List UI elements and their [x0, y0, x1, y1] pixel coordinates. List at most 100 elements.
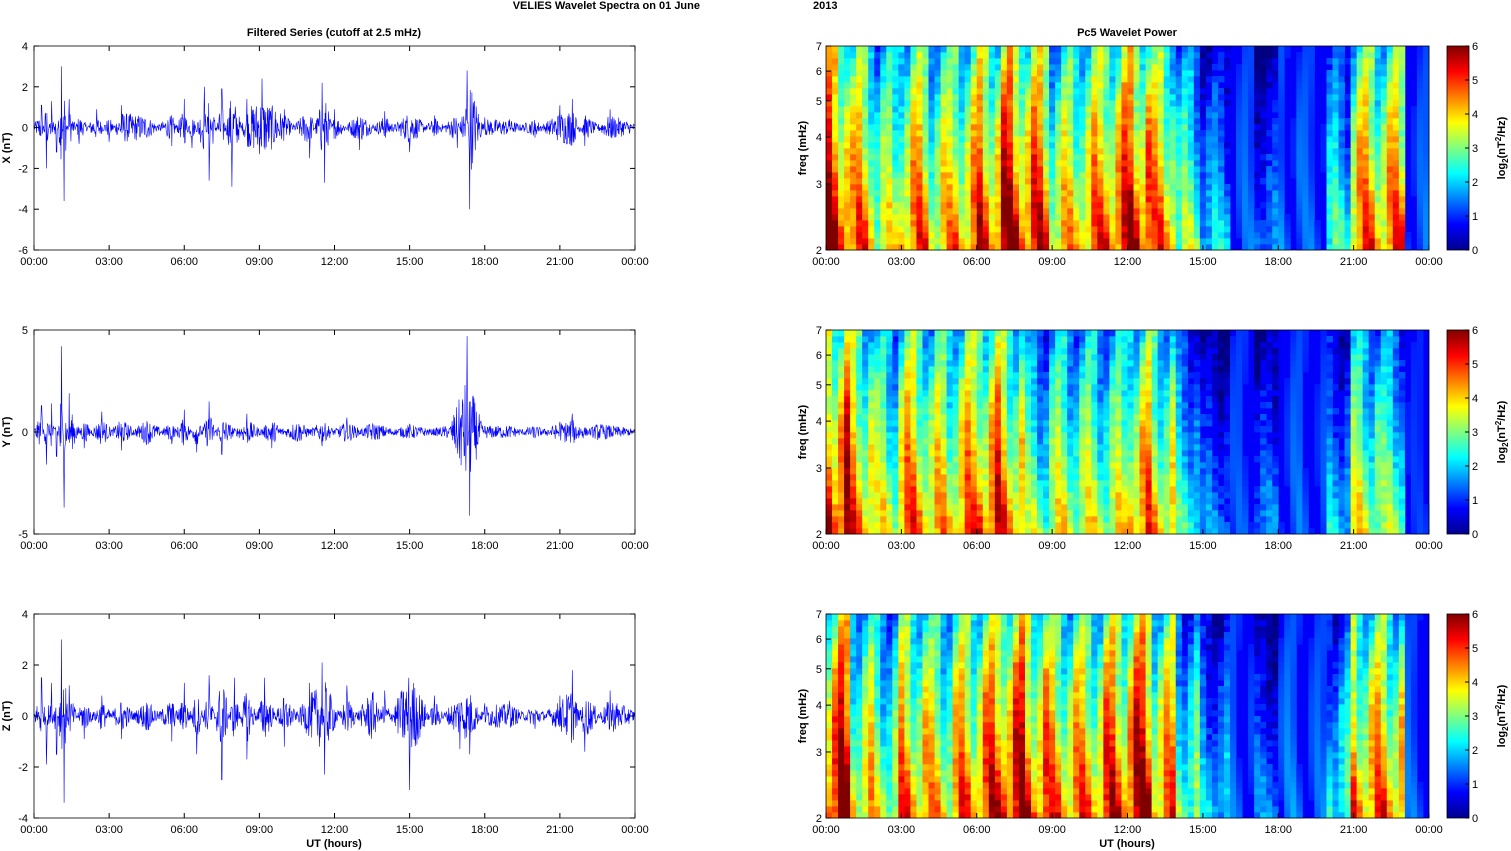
heatmap-cell: [964, 88, 972, 95]
heatmap-cell: [1236, 76, 1243, 83]
heatmap-cell: [928, 148, 935, 155]
heatmap-cell: [1416, 118, 1424, 125]
heatmap-cell: [1368, 202, 1376, 209]
heatmap-cell: [1380, 112, 1388, 119]
heatmap-cell: [1024, 196, 1032, 203]
heatmap-cell: [1031, 184, 1038, 191]
heatmap-cell: [1006, 498, 1014, 505]
heatmap-cell: [826, 360, 833, 367]
heatmap-cell: [868, 238, 875, 245]
heatmap-cell: [910, 232, 917, 239]
heatmap-cell: [1356, 88, 1364, 95]
heatmap-cell: [1006, 52, 1014, 59]
heatmap-cell: [874, 450, 881, 457]
heatmap-cell: [1236, 214, 1243, 221]
heatmap-cell: [994, 70, 1002, 77]
heatmap-cell: [1344, 124, 1352, 131]
heatmap-cell: [1169, 202, 1177, 209]
heatmap-cell: [844, 378, 851, 385]
heatmap-cell: [1079, 52, 1086, 59]
heatmap-cell: [1067, 100, 1074, 107]
heatmap-cell: [1121, 498, 1128, 505]
heatmap-cell: [1024, 420, 1032, 427]
heatmap-cell: [886, 402, 893, 409]
heatmap-cell: [1067, 474, 1074, 481]
heatmap-cell: [1260, 52, 1267, 59]
heatmap-cell: [1205, 220, 1213, 227]
heatmap-cell: [994, 354, 1002, 361]
heatmap-cell: [1037, 214, 1044, 221]
heatmap-cell: [880, 118, 887, 125]
heatmap-cell: [1368, 238, 1376, 245]
heatmap-cell: [1079, 486, 1086, 493]
heatmap-cell: [1091, 208, 1098, 215]
heatmap-cell: [874, 510, 881, 517]
heatmap-cell: [916, 348, 923, 355]
heatmap-cell: [1043, 528, 1050, 535]
heatmap-cell: [1199, 136, 1207, 143]
heatmap-cell: [874, 112, 881, 119]
heatmap-cell: [832, 462, 839, 469]
heatmap-cell: [910, 384, 917, 391]
heatmap-cell: [1242, 172, 1249, 179]
heatmap-cell: [970, 492, 978, 499]
heatmap-cell: [994, 348, 1002, 355]
heatmap-cell: [868, 492, 875, 499]
heatmap-cell: [1181, 196, 1189, 203]
heatmap-cell: [1000, 226, 1008, 233]
heatmap-cell: [934, 184, 941, 191]
heatmap-cell: [964, 64, 972, 71]
heatmap-cell: [928, 94, 935, 101]
heatmap-cell: [898, 486, 905, 493]
heatmap-cell: [976, 528, 984, 535]
heatmap-cell: [976, 82, 984, 89]
heatmap-cell: [970, 142, 978, 149]
heatmap-cell: [1278, 94, 1285, 101]
heatmap-cell: [892, 402, 899, 409]
heatmap-cell: [1121, 402, 1128, 409]
colorbar-tick-label: 4: [1472, 109, 1478, 121]
heatmap-cell: [1079, 378, 1086, 385]
heatmap-cell: [1248, 94, 1255, 101]
heatmap-cell: [1031, 444, 1038, 451]
heatmap-cell: [1398, 208, 1406, 215]
heatmap-cell: [910, 438, 917, 445]
heatmap-cell: [1242, 208, 1249, 215]
heatmap-cell: [964, 190, 972, 197]
heatmap-cell: [1085, 190, 1092, 197]
heatmap-cell: [1139, 130, 1146, 137]
heatmap-cell: [1187, 136, 1195, 143]
heatmap-cell: [1187, 190, 1195, 197]
heatmap-cell: [1115, 118, 1122, 125]
heatmap-cell: [1404, 238, 1412, 245]
heatmap-cell: [994, 510, 1002, 517]
heatmap-cell: [910, 516, 917, 523]
heatmap-cell: [1115, 178, 1122, 185]
heatmap-cell: [1326, 124, 1333, 131]
heatmap-cell: [1181, 112, 1189, 119]
heatmap-cell: [1145, 238, 1153, 245]
heatmap-cell: [994, 396, 1002, 403]
heatmap-cell: [1073, 64, 1080, 71]
heatmap-cell: [994, 492, 1002, 499]
x-tick-label: 00:00: [1415, 256, 1443, 268]
heatmap-cell: [868, 414, 875, 421]
heatmap-cell: [1091, 522, 1098, 529]
heatmap-cell: [1350, 172, 1358, 179]
heatmap-cell: [1097, 196, 1104, 203]
heatmap-cell: [862, 130, 869, 137]
heatmap-cell: [1024, 336, 1032, 343]
heatmap-cell: [856, 190, 863, 197]
heatmap-cell: [1006, 160, 1014, 167]
heatmap-cell: [1181, 244, 1189, 251]
heatmap-cell: [970, 342, 978, 349]
heatmap-cell: [1067, 130, 1074, 137]
heatmap-cell: [1338, 52, 1345, 59]
heatmap-cell: [916, 52, 923, 59]
heatmap-cell: [970, 384, 978, 391]
heatmap-cell: [874, 348, 881, 355]
heatmap-cell: [880, 52, 887, 59]
heatmap-cell: [1332, 190, 1339, 197]
heatmap-cell: [970, 468, 978, 475]
heatmap-cell: [952, 492, 960, 499]
